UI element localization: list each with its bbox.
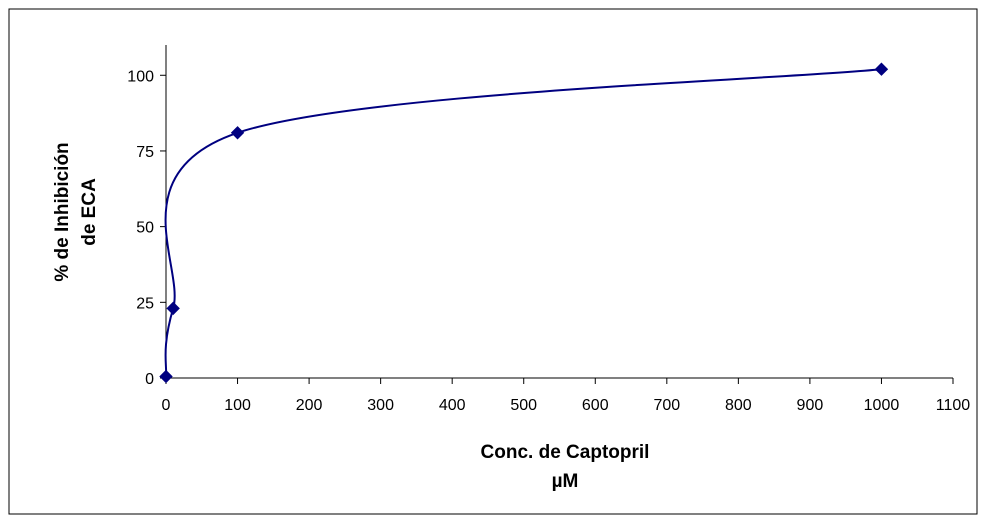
- x-tick-label: 500: [510, 397, 537, 414]
- y-tick-label: 100: [127, 68, 154, 85]
- x-tick-label: 400: [439, 397, 466, 414]
- y-tick-label: 0: [145, 371, 154, 388]
- data-point-marker: [166, 301, 180, 316]
- x-tick-label: 1100: [936, 397, 971, 414]
- y-tick-label: 75: [136, 144, 154, 161]
- chart-border: [8, 8, 978, 515]
- x-tick-label: 200: [296, 397, 323, 414]
- y-tick-label: 25: [136, 295, 154, 312]
- x-axis-title-line-2: µM: [552, 471, 579, 492]
- x-tick-label: 900: [797, 397, 824, 414]
- y-ticks: 0 25 50 75 100: [127, 68, 166, 388]
- x-tick-label: 800: [725, 397, 752, 414]
- data-point-marker: [230, 126, 245, 140]
- y-tick-label: 50: [136, 220, 154, 237]
- x-ticks: 0 100 200 300 400 500 600 700 800 900 1000 1100: [162, 378, 971, 414]
- x-axis-title-line-1: Conc. de Captopril: [481, 442, 650, 463]
- x-tick-label: 300: [367, 397, 394, 414]
- markers: [159, 62, 889, 384]
- y-axis-title-line-1: % de Inhibición: [52, 142, 73, 281]
- data-point-marker: [159, 369, 173, 384]
- data-point-marker: [874, 62, 889, 76]
- x-tick-label: 600: [582, 397, 609, 414]
- x-tick-label: 0: [162, 397, 171, 414]
- x-tick-label: 700: [653, 397, 680, 414]
- x-tick-label: 100: [224, 397, 251, 414]
- x-tick-label: 1000: [864, 397, 900, 414]
- y-axis-title-line-2: de ECA: [79, 178, 100, 246]
